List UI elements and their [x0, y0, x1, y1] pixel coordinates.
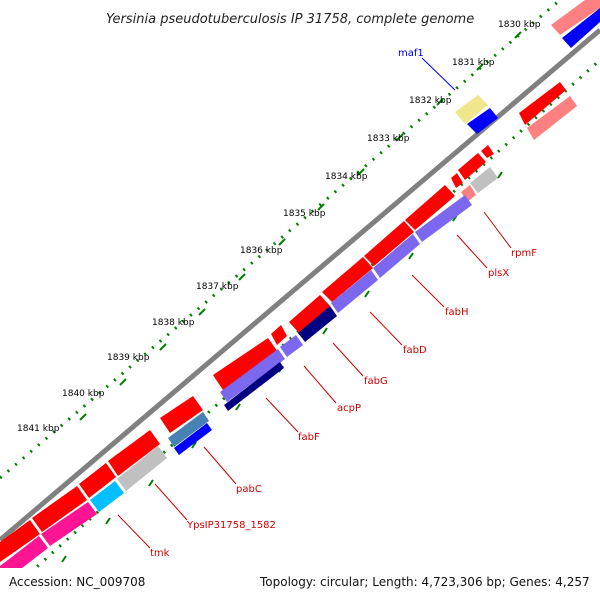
gene-block-red-c[interactable] [322, 257, 373, 302]
gene-block-red-f[interactable] [160, 396, 203, 433]
tick-label-1832: 1832 kbp [409, 96, 452, 106]
gene-label-acpP[interactable]: acpP [337, 403, 361, 414]
gene-block-blue[interactable] [174, 423, 212, 455]
gene-block-red-j[interactable] [0, 520, 40, 562]
tick-label-1835: 1835 kbp [283, 209, 326, 219]
gene-label-pabC[interactable]: pabC [236, 484, 262, 495]
outer-ticks [79, 31, 522, 421]
gene-block-small-red-1[interactable] [481, 145, 494, 158]
tick-label-1833: 1833 kbp [367, 134, 410, 144]
tick-label-1837: 1837 kbp [196, 282, 239, 292]
gene-block-navy-a[interactable] [298, 306, 337, 342]
genome-backbone [0, 28, 600, 542]
gene-block-purple-e[interactable] [220, 349, 285, 402]
topology-text: Topology: circular; Length: 4,723,306 bp… [259, 575, 590, 589]
tick-label-1836: 1836 kbp [240, 246, 283, 256]
leader-fabG [332, 342, 364, 377]
gene-label-fabG[interactable]: fabG [364, 376, 388, 387]
gene-block-small-red-3[interactable] [451, 173, 463, 188]
gene-block-gray-top[interactable] [470, 167, 498, 193]
gene-block-steelblue[interactable] [168, 412, 209, 447]
gene-block-purple-b[interactable] [373, 234, 420, 278]
gene-label-YpsIP31758_1582[interactable]: YpsIP31758_1582 [186, 520, 276, 531]
footer-background [0, 568, 600, 600]
gene-block-red-small[interactable] [271, 325, 287, 345]
gene-label-plsX[interactable]: plsX [488, 268, 509, 279]
tick-label-1841: 1841 kbp [17, 424, 60, 434]
leader-YpsIP31758_1582 [154, 483, 188, 521]
tick-label-1830: 1830 kbp [498, 20, 541, 30]
gene-block-top-right-light[interactable] [551, 0, 600, 35]
gene-block-red-e[interactable] [213, 338, 278, 390]
leader-rpmF [483, 211, 512, 249]
gene-block-red-a[interactable] [405, 185, 455, 230]
gene-block-gray[interactable] [117, 446, 167, 491]
gene-block-purple-d[interactable] [280, 335, 303, 357]
gene-label-fabH[interactable]: fabH [445, 307, 469, 318]
gene-block-1832-light[interactable] [527, 96, 577, 140]
gene-label-maf1[interactable]: maf1 [398, 48, 424, 59]
forward-strand-features [0, 0, 600, 562]
leader-tmk [117, 514, 151, 549]
tick-label-1838: 1838 kbp [152, 318, 195, 328]
outer-scale-ring [0, 0, 561, 480]
gene-label-fabF[interactable]: fabF [298, 432, 320, 443]
reverse-strand-features [0, 95, 498, 585]
leader-fabD [369, 311, 403, 346]
tick-label-1834: 1834 kbp [325, 172, 368, 182]
gene-block-maf1-blue[interactable] [467, 108, 498, 134]
gene-block-red-i[interactable] [32, 486, 87, 532]
tick-label-1840: 1840 kbp [62, 389, 105, 399]
gene-label-tmk[interactable]: tmk [150, 548, 170, 559]
leader-fabF [265, 397, 299, 433]
gene-block-top-right-blue[interactable] [562, 8, 600, 48]
gene-block-red-h[interactable] [79, 463, 116, 498]
gene-block-red-g[interactable] [108, 430, 160, 476]
leader-plsX [456, 234, 488, 269]
gene-label-rpmF[interactable]: rpmF [511, 248, 537, 259]
gene-block-red-b[interactable] [364, 221, 414, 266]
gene-block-maf1-khaki[interactable] [455, 95, 488, 124]
gene-label-fabD[interactable]: fabD [403, 345, 427, 356]
gene-block-red-d[interactable] [289, 295, 330, 333]
gene-block-purple-a[interactable] [415, 195, 472, 242]
gene-block-small-red-2[interactable] [458, 153, 486, 180]
leader-maf1 [421, 57, 456, 91]
leader-pabC [203, 446, 237, 485]
tick-label-1839: 1839 kbp [107, 353, 150, 363]
gene-block-navy-b[interactable] [224, 362, 284, 411]
gene-block-cyan[interactable] [90, 481, 124, 512]
accession-text: Accession: NC_009708 [9, 575, 145, 589]
gene-block-1832-red[interactable] [519, 82, 566, 125]
gene-block-purple-c[interactable] [331, 270, 378, 313]
leader-fabH [411, 274, 445, 308]
tick-label-1831: 1831 kbp [452, 58, 495, 68]
page-title: Yersinia pseudotuberculosis IP 31758, co… [106, 12, 474, 27]
gene-block-magenta-a[interactable] [41, 502, 97, 546]
leader-acpP [303, 365, 337, 404]
gene-leader-lines [117, 57, 512, 549]
